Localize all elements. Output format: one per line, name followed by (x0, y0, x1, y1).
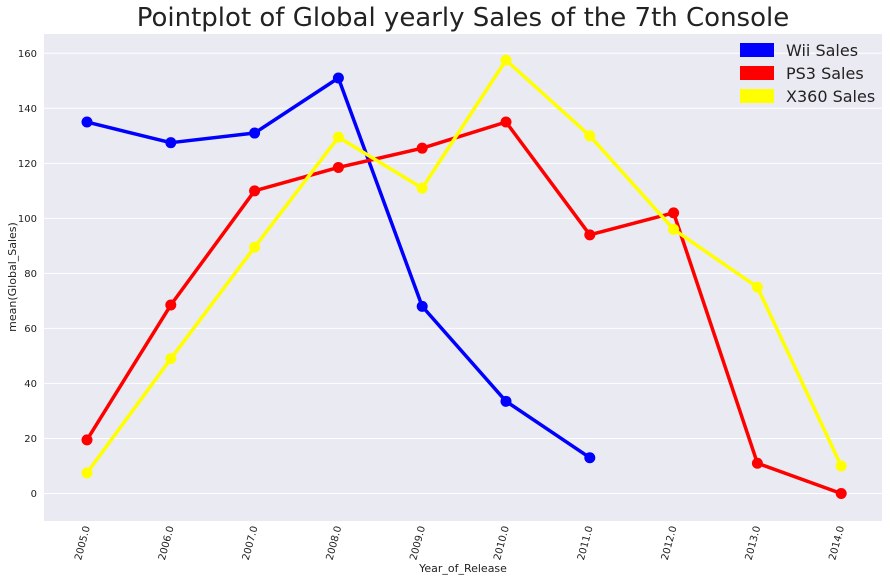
data-point (751, 281, 763, 293)
data-point (416, 300, 428, 312)
plot-area (44, 34, 882, 521)
data-point (500, 54, 512, 66)
series-line (85, 120, 842, 496)
y-axis-label: mean(Global_Sales) (6, 222, 19, 332)
data-point (249, 127, 261, 139)
data-point (500, 116, 512, 128)
x-tick-label: 2009.0 (408, 525, 428, 562)
data-point (165, 299, 177, 311)
data-point (332, 72, 344, 84)
data-point (751, 457, 763, 469)
x-tick-label: 2006.0 (157, 525, 177, 562)
y-tick-label: 100 (18, 214, 37, 225)
legend-swatch (740, 43, 774, 57)
x-tick-label: 2013.0 (744, 525, 764, 562)
legend-swatch (740, 89, 774, 103)
data-point (81, 467, 93, 479)
x-tick-label: 2008.0 (325, 525, 345, 562)
y-tick-label: 120 (18, 159, 37, 170)
data-point (668, 207, 680, 219)
data-point (835, 487, 847, 499)
series-line (85, 58, 843, 474)
data-point (416, 142, 428, 154)
y-tick-label: 40 (24, 379, 37, 390)
series-ps3-sales (81, 116, 847, 499)
data-point (165, 353, 177, 365)
series-wii-sales (81, 72, 596, 464)
series-layer (81, 54, 847, 499)
x-axis-label: Year_of_Release (418, 562, 507, 575)
y-tick-labels: 0 20 40 60 80 100 120 140 160 (18, 49, 37, 500)
y-tick-label: 60 (24, 324, 37, 335)
data-point (332, 161, 344, 173)
chart-title: Pointplot of Global yearly Sales of the … (137, 3, 789, 33)
data-point (81, 434, 93, 446)
legend: Wii Sales PS3 Sales X360 Sales (740, 41, 875, 106)
legend-label: Wii Sales (786, 41, 858, 60)
data-point (584, 229, 596, 241)
data-point (500, 395, 512, 407)
legend-swatch (740, 66, 774, 80)
y-tick-label: 20 (24, 434, 37, 445)
x-tick-label: 2007.0 (241, 525, 261, 562)
data-point (668, 223, 680, 235)
data-point (249, 241, 261, 253)
data-point (416, 182, 428, 194)
legend-label: PS3 Sales (786, 64, 864, 83)
data-point (165, 137, 177, 149)
legend-label: X360 Sales (786, 87, 875, 106)
x-tick-label: 2012.0 (660, 525, 680, 562)
y-tick-label: 160 (18, 49, 37, 60)
y-tick-label: 80 (24, 269, 37, 280)
x-tick-label: 2005.0 (73, 525, 93, 562)
y-tick-label: 140 (18, 104, 37, 115)
data-point (249, 185, 261, 197)
gridlines (44, 52, 882, 494)
x-tick-label: 2011.0 (576, 525, 596, 562)
data-point (332, 131, 344, 143)
x-tick-label: 2014.0 (827, 525, 847, 562)
data-point (584, 130, 596, 142)
series-x360-sales (81, 54, 847, 479)
x-tick-label: 2010.0 (492, 525, 512, 562)
data-point (835, 460, 847, 472)
x-tick-labels: 2005.0 2006.0 2007.0 2008.0 2009.0 2010.0 2011… (73, 525, 847, 562)
y-tick-label: 0 (31, 489, 37, 500)
data-point (584, 452, 596, 464)
data-point (81, 116, 93, 128)
